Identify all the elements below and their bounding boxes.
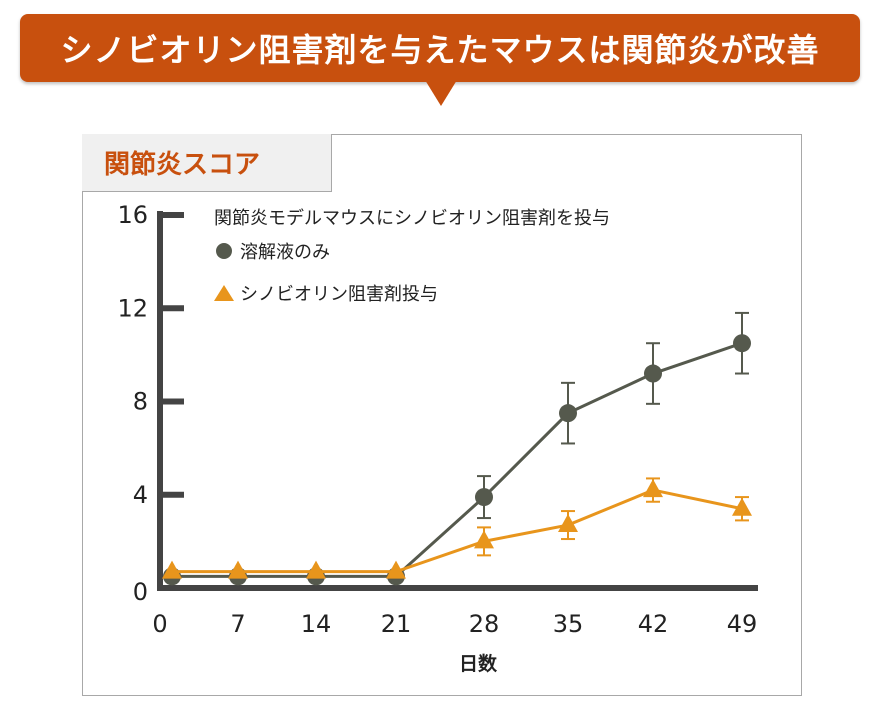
- x-tick-label: 0: [152, 610, 167, 638]
- legend-label-control: 溶解液のみ: [240, 242, 330, 263]
- x-tick-label: 49: [727, 610, 758, 638]
- data-point-treated: [386, 560, 406, 579]
- legend-marker-treated: [214, 285, 234, 301]
- y-tick-label: 4: [133, 481, 148, 509]
- data-point-control: [644, 364, 662, 383]
- x-tick-label: 7: [230, 610, 245, 638]
- y-tick-label: 16: [117, 201, 148, 229]
- x-tick-label: 21: [381, 610, 412, 638]
- legend-marker-control: [216, 243, 232, 259]
- y-tick-label: 0: [133, 578, 148, 606]
- x-axis-label: 日数: [459, 652, 498, 675]
- data-point-treated: [643, 479, 663, 498]
- x-tick-label: 14: [301, 610, 332, 638]
- x-tick-label: 42: [638, 610, 669, 638]
- y-tick-label: 12: [117, 294, 148, 322]
- banner-title: シノビオリン阻害剤を与えたマウスは関節炎が改善: [60, 31, 820, 69]
- series-line-control: [172, 341, 743, 578]
- data-point-treated: [558, 514, 578, 533]
- chart-title-tab: 関節炎スコア: [82, 134, 332, 192]
- series-line-treated: [172, 488, 743, 574]
- x-tick-label: 28: [469, 610, 500, 638]
- x-tick-label: 35: [553, 610, 584, 638]
- data-point-treated: [732, 497, 752, 516]
- data-point-treated: [162, 560, 182, 579]
- legend-title: 関節炎モデルマウスにシノビオリン阻害剤を投与: [214, 208, 610, 229]
- data-point-control: [559, 404, 577, 423]
- data-point-treated: [306, 560, 326, 579]
- title-banner: シノビオリン阻害剤を与えたマウスは関節炎が改善: [20, 14, 860, 82]
- chart-title: 関節炎スコア: [104, 150, 261, 180]
- chart-panel: [82, 134, 802, 696]
- legend-label-treated: シノビオリン阻害剤投与: [240, 284, 438, 305]
- y-tick-label: 8: [133, 388, 148, 416]
- data-point-treated: [228, 560, 248, 579]
- data-point-control: [475, 488, 493, 507]
- data-point-treated: [474, 530, 494, 549]
- data-point-control: [733, 334, 751, 353]
- banner-pointer: [425, 80, 457, 106]
